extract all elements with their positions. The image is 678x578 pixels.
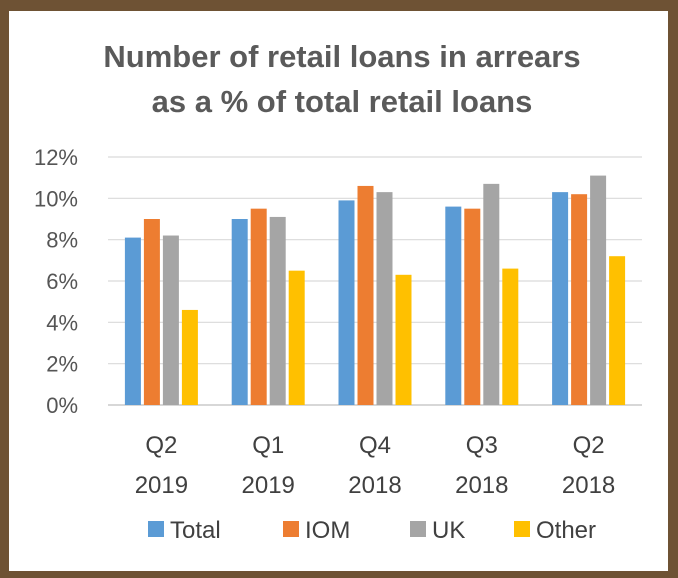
x-category-label: 2019 xyxy=(242,472,295,499)
legend: Total IOM UK Other xyxy=(148,517,596,544)
bar-other-3 xyxy=(502,268,519,405)
y-axis-tick-labels: 0% 2% 4% 6% 8% 10% 12% xyxy=(34,145,78,418)
bar-uk-1 xyxy=(269,216,286,405)
bar-iom-1 xyxy=(250,208,267,405)
bar-iom-0 xyxy=(143,219,160,405)
bar-uk-3 xyxy=(483,183,500,405)
x-category-label: Q2 xyxy=(145,432,177,459)
bar-total-2 xyxy=(338,200,355,405)
x-category-label: Q3 xyxy=(466,432,498,459)
chart-title-line-2: as a % of total retail loans xyxy=(152,84,533,119)
legend-swatch-total xyxy=(148,521,164,537)
bars xyxy=(124,175,626,405)
x-category-label: 2018 xyxy=(562,472,615,499)
bar-iom-3 xyxy=(464,208,481,405)
y-tick-label: 6% xyxy=(46,269,78,294)
chart-title-line-1: Number of retail loans in arrears xyxy=(103,39,580,74)
x-category-label: Q4 xyxy=(359,432,391,459)
bar-total-0 xyxy=(124,237,141,405)
bar-uk-2 xyxy=(376,192,393,405)
y-tick-label: 8% xyxy=(46,228,78,253)
bar-other-2 xyxy=(395,274,412,405)
legend-swatch-uk xyxy=(410,521,426,537)
bar-total-3 xyxy=(445,206,462,405)
y-tick-label: 12% xyxy=(34,145,78,170)
legend-label-uk: UK xyxy=(432,517,465,544)
bar-other-1 xyxy=(288,270,305,405)
y-tick-label: 10% xyxy=(34,186,78,211)
x-category-label: 2018 xyxy=(455,472,508,499)
legend-label-other: Other xyxy=(536,517,596,544)
y-tick-label: 2% xyxy=(46,352,78,377)
y-tick-label: 0% xyxy=(46,393,78,418)
bar-iom-2 xyxy=(357,185,374,405)
bar-total-4 xyxy=(552,192,569,405)
legend-label-iom: IOM xyxy=(305,517,350,544)
bar-uk-0 xyxy=(162,235,179,405)
bar-total-1 xyxy=(231,219,248,405)
x-category-label: 2019 xyxy=(135,472,188,499)
legend-label-total: Total xyxy=(170,517,221,544)
bar-other-4 xyxy=(609,256,626,405)
bar-uk-4 xyxy=(590,175,607,405)
bar-iom-4 xyxy=(571,194,588,405)
bar-other-0 xyxy=(181,309,198,405)
x-axis-category-labels: Q2 2019 Q1 2019 Q4 2018 Q3 2018 Q2 2018 xyxy=(135,432,616,499)
legend-swatch-other xyxy=(514,521,530,537)
x-category-label: 2018 xyxy=(348,472,401,499)
x-category-label: Q2 xyxy=(573,432,605,459)
chart-title: Number of retail loans in arrears as a %… xyxy=(103,39,580,119)
y-tick-label: 4% xyxy=(46,310,78,335)
x-category-label: Q1 xyxy=(252,432,284,459)
legend-swatch-iom xyxy=(283,521,299,537)
